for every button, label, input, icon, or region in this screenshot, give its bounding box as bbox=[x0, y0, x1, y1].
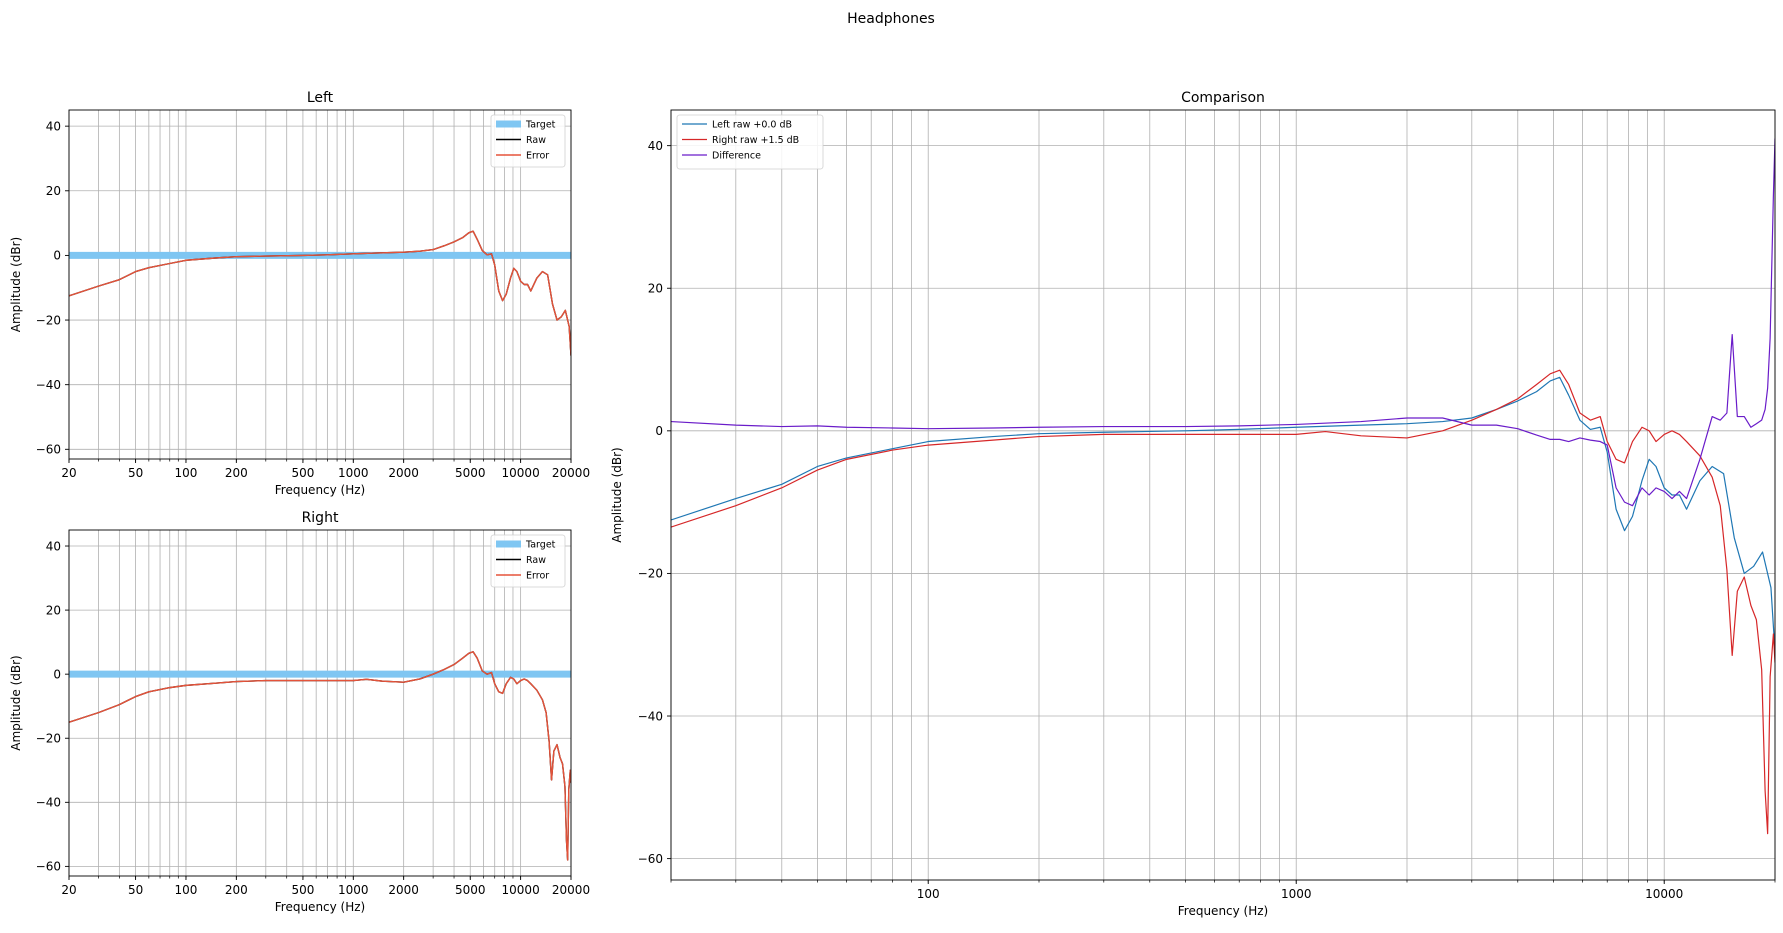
left-y-axis-label: Amplitude (dBr) bbox=[9, 237, 23, 332]
left-xtick-label: 10000 bbox=[502, 466, 540, 480]
left-xtick-label: 200 bbox=[225, 466, 248, 480]
right-ytick-label: −20 bbox=[36, 732, 61, 746]
left-ytick-label: 40 bbox=[46, 119, 61, 133]
left-legend: Target Raw Error bbox=[490, 114, 566, 168]
left-xtick-label: 2000 bbox=[388, 466, 419, 480]
comparison-axes-frame bbox=[670, 109, 1776, 881]
right-legend-entry: Target bbox=[525, 539, 556, 550]
right-xtick-label: 20 bbox=[61, 883, 76, 897]
comparison-series-left-raw-0-0-db bbox=[671, 376, 1775, 652]
left-chart: 20 50 100 200 500 1000 2000 5000 10000 20000−60−4… bbox=[9, 90, 590, 497]
right-chart-title: Right bbox=[302, 510, 339, 526]
right-xtick-label: 5000 bbox=[455, 883, 486, 897]
left-legend-entry: Raw bbox=[526, 135, 546, 146]
right-legend: Target Raw Error bbox=[490, 534, 566, 588]
right-ytick-label: 0 bbox=[53, 667, 61, 681]
comparison-y-axis-label: Amplitude (dBr) bbox=[610, 447, 624, 542]
left-grid bbox=[68, 110, 572, 459]
left-ytick-label: −40 bbox=[36, 378, 61, 392]
left-x-axis-label: Frequency (Hz) bbox=[275, 483, 366, 497]
left-xtick-label: 20 bbox=[61, 466, 76, 480]
comparison-ytick-label: −40 bbox=[638, 709, 663, 723]
left-ytick-label: 0 bbox=[53, 249, 61, 263]
right-series-group bbox=[69, 651, 571, 861]
right-xtick-label: 200 bbox=[225, 883, 248, 897]
left-ytick-label: −60 bbox=[36, 443, 61, 457]
right-ytick-label: −60 bbox=[36, 860, 61, 874]
left-ytick-label: 20 bbox=[46, 184, 61, 198]
left-legend-entry: Target bbox=[525, 119, 556, 130]
right-series-raw bbox=[69, 651, 571, 861]
comparison-ytick-label: −60 bbox=[638, 852, 663, 866]
left-axes-frame bbox=[68, 109, 572, 460]
comparison-series-right-raw-1-5-db bbox=[671, 369, 1775, 835]
right-grid bbox=[68, 530, 572, 876]
left-xtick-label: 500 bbox=[291, 466, 314, 480]
right-xtick-label: 2000 bbox=[388, 883, 419, 897]
comparison-series-group bbox=[671, 138, 1775, 835]
right-axes-frame bbox=[68, 529, 572, 877]
left-xtick-label: 100 bbox=[175, 466, 198, 480]
right-xtick-label: 20000 bbox=[552, 883, 590, 897]
right-legend-box bbox=[490, 534, 566, 588]
left-xtick-label: 1000 bbox=[338, 466, 369, 480]
comparison-legend-entry: Right raw +1.5 dB bbox=[712, 135, 799, 146]
comparison-legend: Left raw +0.0 dB Right raw +1.5 dB Differe… bbox=[676, 114, 824, 170]
right-xtick-label: 100 bbox=[175, 883, 198, 897]
comparison-legend-entry: Difference bbox=[712, 150, 761, 161]
right-series-error bbox=[69, 651, 571, 861]
left-xtick-label: 50 bbox=[128, 466, 143, 480]
right-xtick-label: 500 bbox=[291, 883, 314, 897]
right-xtick-label: 1000 bbox=[338, 883, 369, 897]
comparison-chart-title: Comparison bbox=[1181, 90, 1265, 106]
comparison-series-difference bbox=[671, 138, 1775, 507]
comparison-ytick-label: 20 bbox=[648, 282, 663, 296]
right-xtick-label: 10000 bbox=[502, 883, 540, 897]
right-legend-entry: Error bbox=[526, 570, 549, 581]
comparison-chart: 100 1000 10000 −60 −40 −20 0 20 40 Comparison Freq… bbox=[610, 90, 1776, 918]
right-ytick-label: 20 bbox=[46, 603, 61, 617]
comparison-grid bbox=[670, 110, 1776, 880]
right-ytick-label: −40 bbox=[36, 796, 61, 810]
right-chart: 20 50 100 200 500 1000 2000 5000 10000 20000−60−4… bbox=[9, 510, 590, 914]
left-chart-title: Left bbox=[307, 90, 334, 106]
left-xtick-label: 5000 bbox=[455, 466, 486, 480]
comparison-legend-entry: Left raw +0.0 dB bbox=[712, 119, 792, 130]
right-ytick-label: 40 bbox=[46, 539, 61, 553]
comparison-xtick-label: 100 bbox=[917, 887, 940, 901]
right-y-axis-label: Amplitude (dBr) bbox=[9, 655, 23, 750]
left-series-group bbox=[69, 230, 571, 356]
comparison-x-axis-label: Frequency (Hz) bbox=[1178, 904, 1269, 918]
left-series-raw bbox=[69, 230, 571, 356]
right-legend-entry: Raw bbox=[526, 555, 546, 566]
left-series-error bbox=[69, 230, 571, 356]
comparison-xtick-label: 1000 bbox=[1281, 887, 1312, 901]
figure-suptitle: Headphones bbox=[847, 11, 935, 27]
comparison-xtick-label: 10000 bbox=[1645, 887, 1683, 901]
comparison-ytick-label: 0 bbox=[655, 424, 663, 438]
comparison-legend-box bbox=[676, 114, 824, 170]
right-xtick-label: 50 bbox=[128, 883, 143, 897]
comparison-ytick-label: −20 bbox=[638, 567, 663, 581]
left-xtick-label: 20000 bbox=[552, 466, 590, 480]
left-ytick-label: −20 bbox=[36, 313, 61, 327]
left-legend-box bbox=[490, 114, 566, 168]
comparison-ytick-label: 40 bbox=[648, 139, 663, 153]
right-x-axis-label: Frequency (Hz) bbox=[275, 900, 366, 914]
left-legend-entry: Error bbox=[526, 150, 549, 161]
